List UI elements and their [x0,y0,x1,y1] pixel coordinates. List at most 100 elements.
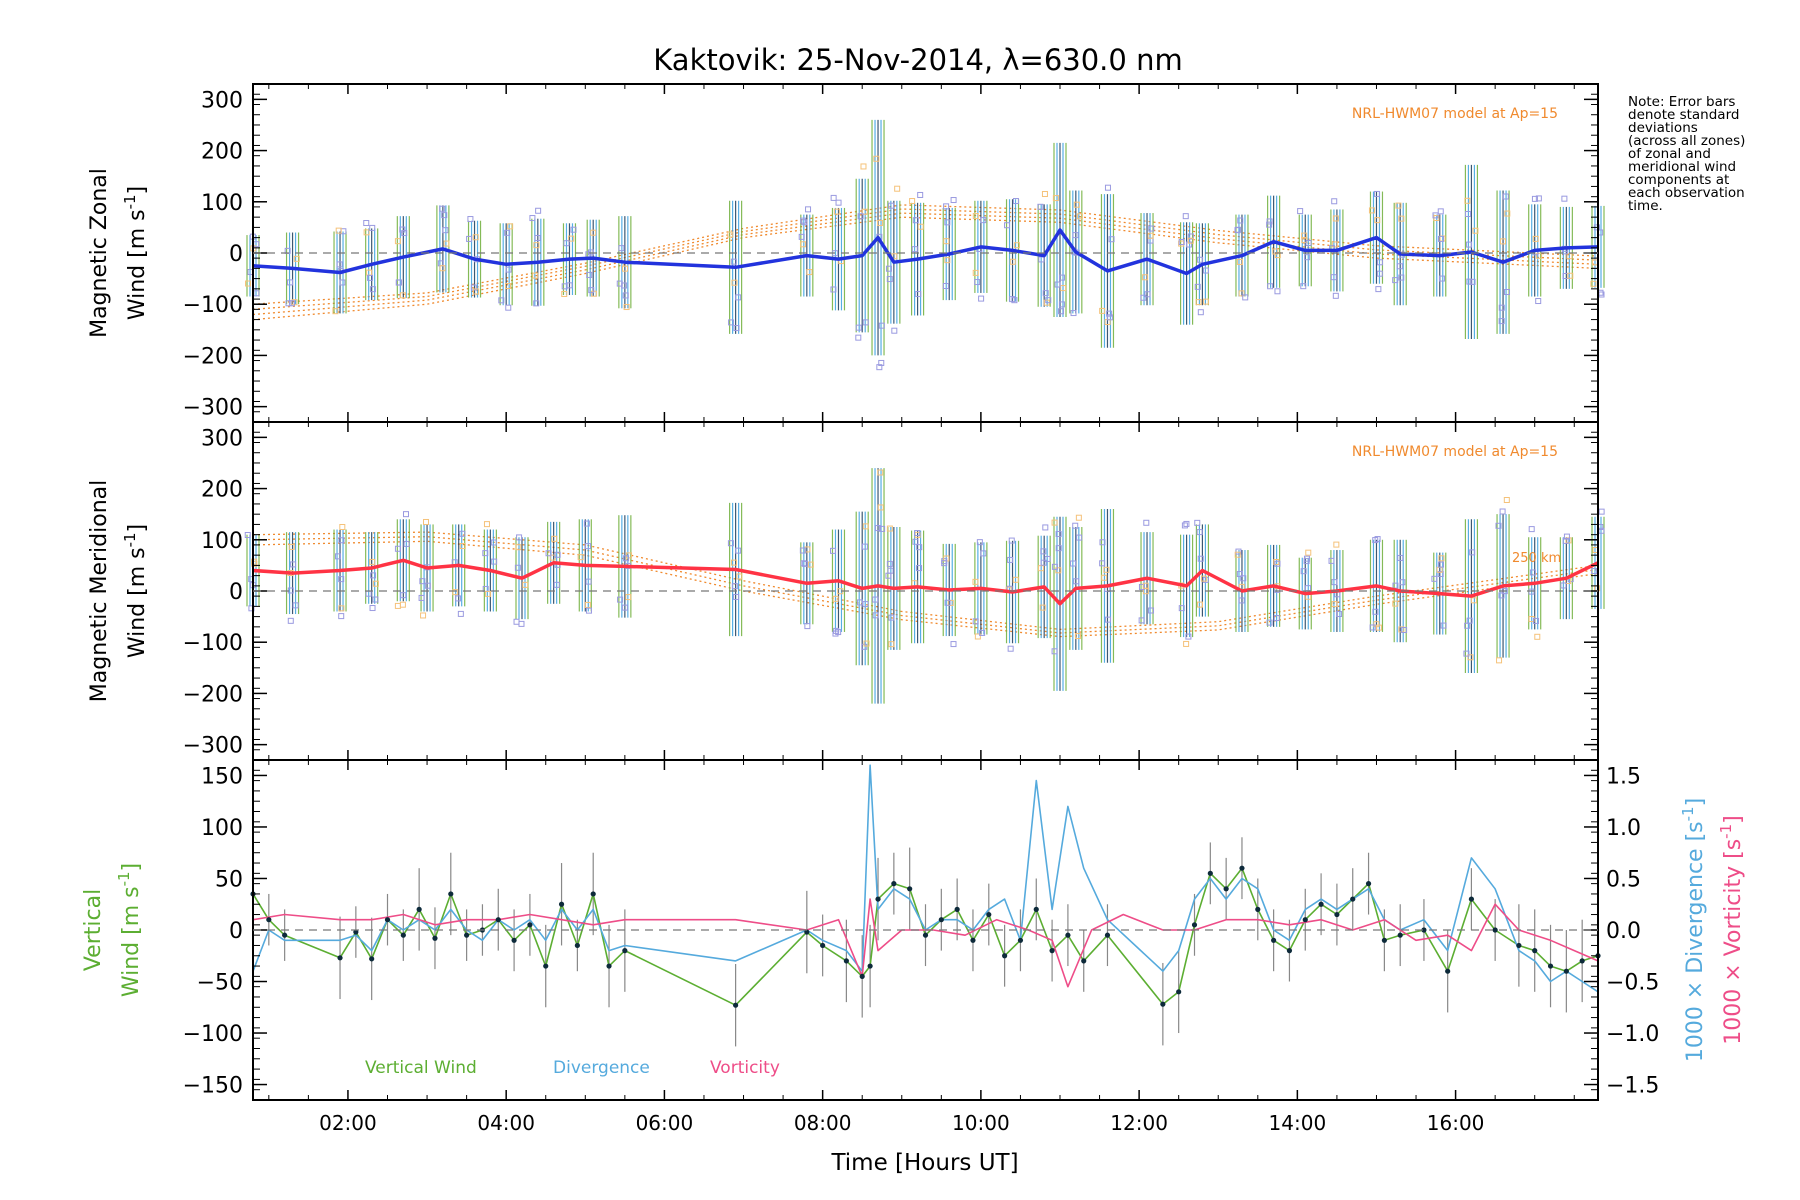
sample-point [1051,648,1058,655]
sample-point [1070,310,1077,317]
right-tick-label: 1.0 [1606,816,1641,841]
vertical-wind-point [1176,989,1182,995]
sample-point [420,612,427,619]
sample-point [1037,203,1044,210]
y-tick-label: −100 [183,293,243,318]
sample-point [799,241,806,248]
sample-point [832,595,839,602]
sample-point [505,282,512,289]
sample-point [616,280,623,287]
sample-point [245,280,252,287]
sample-point [1238,597,1245,604]
sample-point [1007,645,1014,652]
sample-point [1144,291,1151,298]
model-curve [252,531,1599,631]
vertical-wind-point [384,917,391,923]
legend-vertical-wind: Vertical Wind [365,1058,477,1078]
sample-point [533,242,540,249]
x-tick-label: 16:00 [1427,1111,1485,1135]
sample-point [1372,608,1379,615]
sample-point [857,213,864,220]
vertical-wind-point [400,932,406,938]
sample-point [1297,208,1304,215]
sample-point [1200,575,1207,582]
sample-point [288,300,295,307]
sample-point [1104,616,1111,623]
sample-point [830,286,837,293]
sample-point [1182,213,1189,220]
sample-point [1194,283,1201,290]
vertical-wind-point [1516,942,1522,949]
sample-point [1536,252,1543,259]
sample-point [735,547,742,554]
sample-point [339,279,346,286]
sample-point [731,279,738,286]
sample-point [912,538,919,545]
vertical-wind-point [1049,948,1055,954]
sample-point [332,308,339,315]
sample-point [1267,283,1274,290]
sample-point [947,599,954,606]
sample-point [399,226,406,233]
sample-point [621,282,628,289]
sample-point [806,269,813,276]
y-tick-label: 100 [201,816,243,841]
sample-point [491,558,498,565]
sample-point [529,215,536,222]
sample-point [800,560,807,567]
sample-point [452,589,459,596]
sample-point [727,231,734,238]
divergence-axis-label: 1000 × Divergence [s-1] [1679,798,1708,1062]
sample-point [942,282,949,289]
sample-point [860,163,867,170]
sample-point [735,294,742,301]
sample-point [1498,592,1505,599]
sample-point [833,208,840,215]
sample-point [1058,308,1065,315]
sample-point [369,286,376,293]
vertical-wind-point [574,942,580,949]
x-axis-ticks: 02:00 04:00 06:00 08:00 10:00 12:00 14:00 16:00 [268,84,1575,1135]
y-tick-label: −200 [183,682,243,707]
sample-point [367,274,374,281]
sample-point [288,543,295,550]
sample-point [443,240,450,247]
y-tick-label: 300 [201,88,243,113]
sample-point [1236,258,1243,265]
vertical-wind-point [558,901,565,907]
sample-point [1562,537,1569,544]
sample-point [338,613,345,620]
sample-point [292,602,299,609]
zonal-ticks: 300 200 100 0 −100 −200 −300 [183,88,1598,421]
y-tick-label: −100 [183,631,243,656]
sample-point [1305,240,1312,247]
sample-point [403,540,410,547]
mean-wind-line [252,228,1599,276]
sample-point [293,255,300,262]
sample-point [950,197,957,204]
note-line: meridional wind [1628,159,1737,175]
sample-point [972,213,979,220]
sample-point [888,202,895,209]
sample-point [1138,583,1145,590]
sample-point [1187,237,1194,244]
sample-point [915,291,922,298]
sample-point [1202,576,1209,583]
sample-point [911,246,918,253]
vertical-wind-point [1579,958,1585,964]
sample-point [1331,579,1338,586]
sample-point [1054,281,1061,288]
vertical-wind-point [1318,901,1324,907]
sample-point [1195,299,1202,306]
sample-point [336,261,343,268]
sample-point [1532,235,1539,242]
sample-point [1467,654,1474,661]
y-tick-label: −50 [197,971,243,996]
sample-point [1598,508,1605,515]
sample-point [1331,601,1338,608]
chart-title: Kaktovik: 25-Nov-2014, λ=630.0 nm [653,43,1182,77]
sample-point [1590,280,1597,287]
sample-point [861,543,868,550]
sample-point [505,266,512,273]
sample-point [1374,536,1381,543]
